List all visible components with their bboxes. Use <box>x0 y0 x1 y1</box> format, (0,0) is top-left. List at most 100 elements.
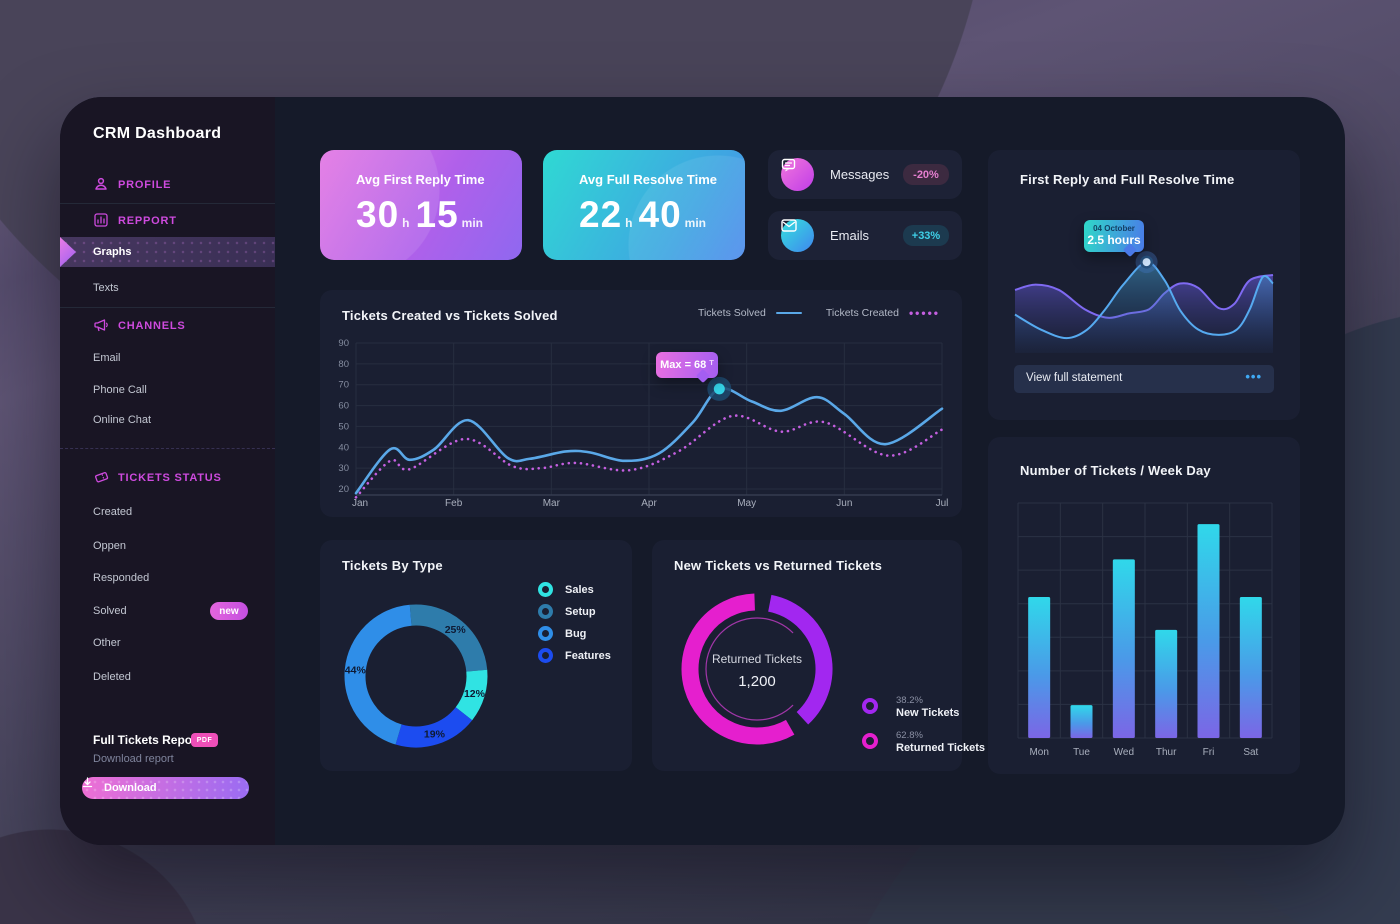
card-title: Avg Full Resolve Time <box>579 172 717 187</box>
sidebar-item-profile[interactable]: PROFILE <box>60 172 275 198</box>
more-options-icon[interactable]: ••• <box>1245 369 1262 384</box>
sidebar-item-online-chat[interactable]: Online Chat <box>93 414 152 426</box>
svg-text:Thur: Thur <box>1156 747 1177 758</box>
sidebar-item-oppen[interactable]: Oppen <box>93 540 127 552</box>
svg-text:60: 60 <box>338 401 349 412</box>
profile-icon <box>94 177 110 193</box>
slice-setup <box>409 604 488 673</box>
sidebar-item-phone-call[interactable]: Phone Call <box>93 384 147 396</box>
svg-text:Jun: Jun <box>836 498 852 509</box>
tickets-created-series <box>354 414 944 499</box>
kpi-label: Messages <box>830 167 890 182</box>
messages-kpi-card[interactable]: Messages -20% <box>768 150 962 199</box>
max-tooltip: Max = 68 T <box>656 352 718 384</box>
setup-ring-icon <box>538 604 553 619</box>
svg-text:Feb: Feb <box>445 498 463 509</box>
svg-text:50: 50 <box>338 421 349 432</box>
tickets-created-vs-solved-card: Tickets Created vs Tickets Solved Ticket… <box>320 290 962 517</box>
active-arrow-icon <box>60 237 76 267</box>
report-chart-icon <box>94 213 110 229</box>
legend-item-bug: Bug <box>538 626 586 641</box>
line-chart-legend: Tickets Solved Tickets Created ••••• <box>698 307 940 319</box>
divider <box>60 307 275 308</box>
card-title: Tickets Created vs Tickets Solved <box>342 308 558 323</box>
tickets-per-weekday-card: Number of Tickets / Week Day Mon Tue Wed Th… <box>988 437 1300 774</box>
svg-text:Mon: Mon <box>1029 747 1048 758</box>
sidebar-item-solved[interactable]: Solved <box>93 605 127 617</box>
svg-text:19%: 19% <box>424 729 446 741</box>
svg-text:80: 80 <box>338 359 349 370</box>
megaphone-icon <box>94 318 110 334</box>
app-title: CRM Dashboard <box>93 125 222 142</box>
emails-kpi-card[interactable]: Emails +33% <box>768 211 962 260</box>
new-tickets-ring-icon <box>862 698 878 714</box>
bar-tue <box>1070 705 1093 738</box>
sidebar-item-responded[interactable]: Responded <box>93 572 150 584</box>
new-vs-returned-card: New Tickets vs Returned Tickets Returned… <box>652 540 985 771</box>
bug-ring-icon <box>538 626 553 641</box>
messages-delta-badge: -20% <box>903 164 949 185</box>
sidebar-item-email[interactable]: Email <box>93 352 121 364</box>
svg-text:Apr: Apr <box>641 498 657 509</box>
sidebar-item-deleted[interactable]: Deleted <box>93 671 131 683</box>
svg-text:12%: 12% <box>464 688 486 700</box>
divider <box>60 448 275 449</box>
pdf-badge: PDF <box>191 733 218 747</box>
svg-text:20: 20 <box>338 484 349 495</box>
legend-item-sales: Sales <box>538 582 594 597</box>
sidebar-item-label: TICKETS STATUS <box>118 472 222 484</box>
returned-tickets-ring-icon <box>862 733 878 749</box>
first-reply-full-resolve-card: First Reply and Full Resolve Time 04 Oct… <box>988 150 1300 420</box>
sidebar-item-texts[interactable]: Texts <box>93 282 119 294</box>
card-title: Number of Tickets / Week Day <box>1020 463 1211 478</box>
legend-item-features: Features <box>538 648 611 663</box>
sales-ring-icon <box>538 582 553 597</box>
legend-item-setup: Setup <box>538 604 596 619</box>
sidebar-item-repport[interactable]: REPPORT <box>60 208 275 234</box>
card-title: First Reply and Full Resolve Time <box>1020 172 1235 187</box>
download-button[interactable]: Download <box>82 777 249 799</box>
weekday-bar-chart: Mon Tue Wed Thur Fri Sat <box>1017 502 1273 758</box>
divider <box>60 203 275 204</box>
slice-new-tickets <box>767 594 833 725</box>
svg-text:90: 90 <box>338 338 349 349</box>
download-report-subtitle: Download report <box>93 753 174 765</box>
bar-fri <box>1197 524 1220 738</box>
svg-text:70: 70 <box>338 380 349 391</box>
svg-text:44%: 44% <box>345 664 367 676</box>
bar-sat <box>1239 597 1262 738</box>
legend-tickets-solved: Tickets Solved <box>697 307 766 319</box>
tickets-by-type-card: Tickets By Type 25% 12% 19% 44% Sales Setup… <box>320 540 632 771</box>
bar-wed <box>1112 559 1135 738</box>
svg-text:Wed: Wed <box>1114 747 1134 758</box>
main-content: Avg First Reply Time 30 h 15 min Avg Full R… <box>275 97 1345 845</box>
svg-text:May: May <box>737 498 756 509</box>
slice-bug <box>344 604 412 745</box>
bar-mon <box>1028 597 1051 738</box>
reply-resolve-area-chart <box>1014 251 1274 353</box>
ticket-icon <box>94 470 110 486</box>
view-full-statement-button[interactable]: View full statement ••• <box>1014 365 1274 393</box>
svg-text:40: 40 <box>338 442 349 453</box>
slice-features <box>395 706 473 748</box>
sidebar-item-label: PROFILE <box>118 179 172 191</box>
sidebar-item-created[interactable]: Created <box>93 506 133 518</box>
sidebar-item-graphs[interactable]: Graphs <box>60 237 275 267</box>
svg-text:Fri: Fri <box>1203 747 1215 758</box>
svg-text:Jul: Jul <box>936 498 949 509</box>
full-tickets-report-title: Full Tickets Report <box>93 733 201 747</box>
sidebar-item-other[interactable]: Other <box>93 637 121 649</box>
svg-text:Mar: Mar <box>543 498 561 509</box>
sidebar-item-channels[interactable]: CHANNELS <box>60 313 275 339</box>
message-icon <box>781 158 814 191</box>
kpi-label: Emails <box>830 228 870 243</box>
donut-center-value: Returned Tickets 1,200 <box>711 652 803 690</box>
avg-first-reply-card: Avg First Reply Time 30 h 15 min <box>320 150 522 260</box>
envelope-icon <box>781 219 814 252</box>
sidebar: CRM Dashboard PROFILE REPPORT Graphs Tex… <box>60 97 275 845</box>
svg-text:25%: 25% <box>445 624 467 636</box>
sidebar-item-tickets-status[interactable]: TICKETS STATUS <box>60 465 275 491</box>
features-ring-icon <box>538 648 553 663</box>
card-title: Tickets By Type <box>342 558 443 573</box>
